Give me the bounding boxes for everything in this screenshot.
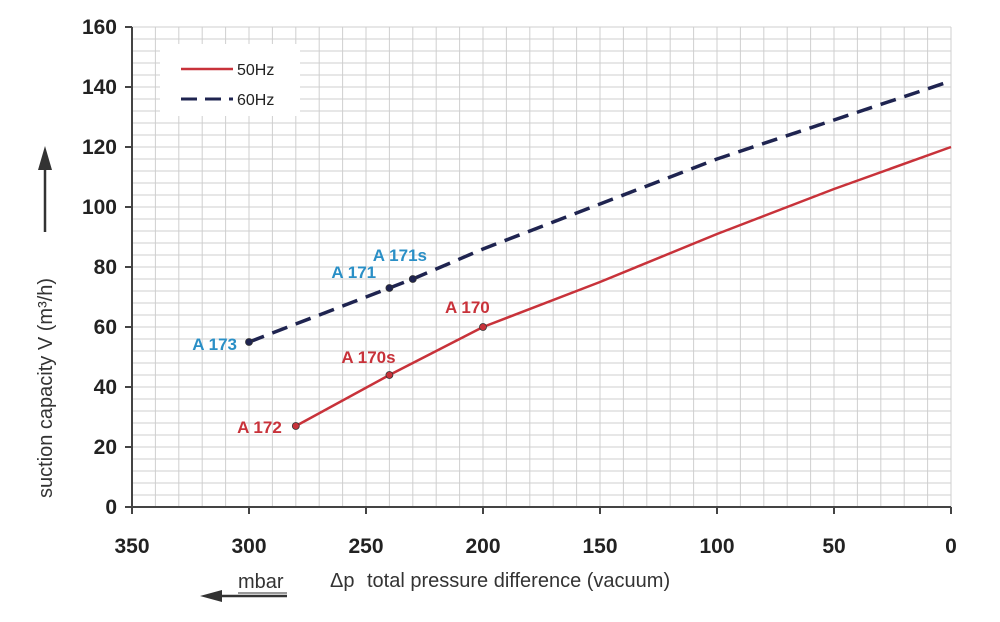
data-point: [245, 338, 253, 346]
y-tick-label: 40: [94, 376, 117, 399]
y-tick-label: 140: [82, 76, 117, 99]
y-tick-label: 80: [94, 256, 117, 279]
legend-50hz-label: 50Hz: [237, 62, 274, 79]
x-tick-label: 50: [822, 535, 845, 558]
x-axis-unit: mbar: [238, 571, 284, 593]
data-point: [408, 275, 417, 283]
data-point-label: A 170s: [341, 348, 395, 367]
y-axis-arrow-icon: [38, 146, 52, 170]
data-point-label: A 170: [445, 298, 490, 317]
series-line-60hz: [248, 79, 952, 344]
y-tick-label: 160: [82, 16, 117, 39]
x-axis-title: total pressure difference (vacuum): [367, 570, 670, 592]
data-point: [385, 371, 394, 379]
x-tick-label: 250: [348, 535, 383, 558]
x-axis-symbol: Δp: [330, 570, 354, 592]
legend: 50Hz 60Hz: [160, 44, 300, 116]
x-tick-label: 100: [699, 535, 734, 558]
x-tick-label: 350: [114, 535, 149, 558]
legend-60hz-label: 60Hz: [237, 92, 274, 109]
x-tick-label: 200: [465, 535, 500, 558]
x-tick-label: 150: [582, 535, 617, 558]
x-tick-label: 300: [231, 535, 266, 558]
y-tick-label: 0: [105, 496, 117, 519]
y-axis-title-group: suction capacity V (m³/h): [35, 146, 57, 498]
y-tick-label: 100: [82, 196, 117, 219]
legend-box: [160, 44, 300, 116]
data-point-label: A 171: [331, 263, 376, 282]
data-point: [385, 284, 394, 292]
y-tick-label: 120: [82, 136, 117, 159]
y-axis-title: suction capacity V (m³/h): [35, 278, 57, 498]
data-point: [291, 422, 300, 430]
x-axis-title-group: mbar Δp total pressure difference (vacuu…: [200, 570, 670, 602]
y-tick-label: 60: [94, 316, 117, 339]
data-point: [479, 323, 487, 331]
x-axis-arrow-icon: [200, 590, 222, 602]
axes: 0 20 40 60 80 100 120 140 160 350 300 250 200 150 100 5…: [82, 16, 957, 558]
data-point-label: A 173: [192, 335, 237, 354]
data-point-label: A 171s: [373, 246, 427, 265]
x-tick-label: 0: [945, 535, 957, 558]
data-point-label: A 172: [237, 418, 282, 437]
grid: [131, 26, 952, 508]
y-tick-label: 20: [94, 436, 117, 459]
